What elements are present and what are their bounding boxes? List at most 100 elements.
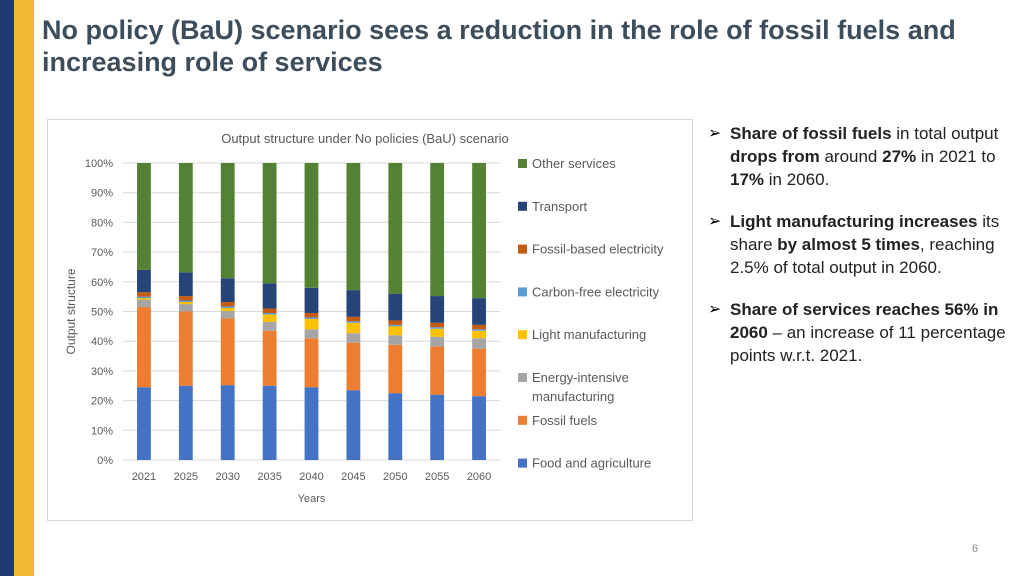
bar-segment xyxy=(346,163,361,291)
bar-segment xyxy=(178,304,193,312)
legend-swatch xyxy=(518,415,527,425)
x-tick-label: 2035 xyxy=(257,471,281,483)
bar-segment xyxy=(304,317,319,319)
bullet-text: , reaching 2.5% of total output in 2060. xyxy=(730,235,995,277)
bullet-item: ➢ Share of fossil fuels in total output d… xyxy=(706,122,1018,191)
bar-segment xyxy=(346,342,361,391)
arrow-bullet-icon: ➢ xyxy=(708,125,722,142)
bar-segment xyxy=(220,318,235,386)
x-tick-label: 2021 xyxy=(132,471,156,483)
bar-segment xyxy=(346,390,361,460)
bullet-text-bold: drops from xyxy=(730,147,820,166)
bar-segment xyxy=(220,301,235,307)
bar-segment xyxy=(346,322,361,334)
bullet-list: ➢ Share of fossil fuels in total output d… xyxy=(706,122,1018,386)
legend-swatch xyxy=(518,201,527,211)
bullet-text: in 2060. xyxy=(764,170,830,189)
y-tick-label: 70% xyxy=(91,247,113,259)
bar-segment xyxy=(262,308,277,313)
chart-title: Output structure under No policies (BaU)… xyxy=(221,131,509,146)
legend-swatch xyxy=(518,330,527,340)
accent-stripe xyxy=(14,0,34,576)
bar-segment xyxy=(472,348,486,397)
arrow-bullet-icon: ➢ xyxy=(708,213,722,230)
bar-segment xyxy=(137,387,151,460)
y-tick-label: 80% xyxy=(91,217,113,229)
legend-swatch xyxy=(518,287,527,297)
bar-segment xyxy=(430,394,445,460)
bullet-text-bold: 27% xyxy=(882,147,917,166)
bar-segment xyxy=(388,293,403,321)
x-tick-label: 2025 xyxy=(174,471,198,483)
bar-segment xyxy=(178,272,193,297)
page-number: 6 xyxy=(971,543,979,555)
y-tick-label: 60% xyxy=(91,277,113,289)
stacked-bar-chart: Output structure under No policies (BaU)… xyxy=(64,131,664,505)
legend-swatch xyxy=(518,458,527,468)
bar-segment xyxy=(388,344,403,394)
bar-segment xyxy=(262,314,277,322)
bar-segment xyxy=(430,163,445,297)
legend-swatch xyxy=(518,159,527,168)
bar-segment xyxy=(388,163,403,294)
bar-segment xyxy=(304,329,319,339)
bar-segment xyxy=(137,292,151,297)
bullet-text-bold: 17% xyxy=(730,170,765,189)
bar-segment xyxy=(472,396,486,460)
bar-segment xyxy=(388,320,403,325)
bar-segment xyxy=(430,328,445,337)
bar-segment xyxy=(220,310,235,319)
bar-segment xyxy=(304,318,319,330)
bar-segment xyxy=(178,301,193,305)
bar-segment xyxy=(262,330,277,386)
bar-segment xyxy=(430,322,445,328)
bar-segment xyxy=(262,163,277,284)
bar-segment xyxy=(178,163,193,273)
bullet-item: ➢ Light manufacturing increases its share… xyxy=(706,210,1018,279)
legend-label: Transport xyxy=(532,199,588,214)
bullet-text: in total output xyxy=(891,124,999,143)
bar-segment xyxy=(304,312,319,318)
bar-segment xyxy=(137,307,151,388)
bar-segment xyxy=(472,329,486,331)
x-tick-label: 2040 xyxy=(299,471,323,483)
left-stripe xyxy=(0,0,14,576)
bar-segment xyxy=(388,335,403,345)
bar-segment xyxy=(178,311,193,386)
bar-segment xyxy=(346,290,361,317)
bar-segment xyxy=(178,385,193,460)
bar-segment xyxy=(430,346,445,395)
bar-segment xyxy=(472,163,486,299)
bar-segment xyxy=(137,299,151,308)
x-tick-label: 2050 xyxy=(383,471,407,483)
legend-label: manufacturing xyxy=(532,389,614,404)
x-tick-label: 2045 xyxy=(341,471,365,483)
bar-segment xyxy=(304,163,319,288)
legend-label: Fossil fuels xyxy=(532,413,598,428)
x-tick-label: 2055 xyxy=(425,471,449,483)
bar-segment xyxy=(220,278,235,302)
bar-segment xyxy=(304,287,319,313)
y-tick-label: 90% xyxy=(91,188,113,200)
bar-segment xyxy=(430,336,445,347)
legend-swatch xyxy=(518,373,527,382)
x-tick-label: 2030 xyxy=(215,471,239,483)
bar-segment xyxy=(137,298,151,300)
bullet-text: – an increase of 11 percentage points w.… xyxy=(730,323,1006,365)
y-tick-label: 10% xyxy=(91,425,113,437)
bar-segment xyxy=(220,385,235,460)
y-tick-label: 40% xyxy=(91,336,113,348)
y-tick-label: 30% xyxy=(91,366,113,378)
legend-swatch xyxy=(518,244,527,254)
bar-segment xyxy=(178,300,193,302)
chart-container: Output structure under No policies (BaU)… xyxy=(47,119,693,521)
bar-segment xyxy=(137,163,151,270)
bar-segment xyxy=(388,324,403,327)
bar-segment xyxy=(304,387,319,460)
arrow-bullet-icon: ➢ xyxy=(708,301,722,318)
x-tick-label: 2060 xyxy=(467,471,491,483)
bar-segment xyxy=(220,306,235,308)
bar-segment xyxy=(388,393,403,460)
bar-segment xyxy=(137,269,151,293)
bullet-text: its share xyxy=(730,212,1000,254)
